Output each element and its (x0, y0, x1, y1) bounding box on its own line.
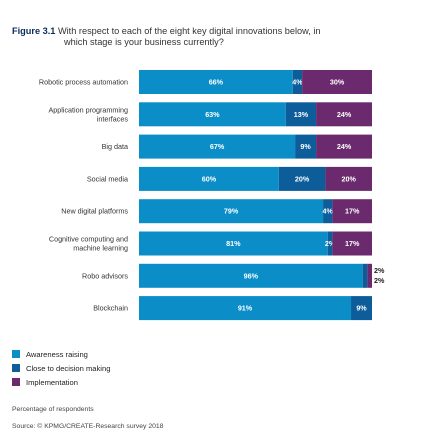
data-label: 66% (209, 78, 224, 87)
bar-segment (285, 102, 317, 127)
figure-label: Figure 3.1 (12, 26, 56, 36)
category-label: Social media (87, 174, 128, 183)
data-label: 81% (226, 239, 241, 248)
data-label: 96% (244, 271, 259, 280)
chart-title: Figure 3.1 With respect to each of the e… (12, 26, 412, 48)
bar-segment (332, 231, 372, 256)
bar-segment (139, 296, 352, 321)
bar-segment (139, 134, 296, 159)
bar-segment (295, 134, 317, 159)
category-label: New digital platforms (61, 207, 128, 216)
bar-segment (278, 166, 326, 191)
respondents-note: Percentage of respondents (12, 406, 94, 413)
data-label: 2% (325, 239, 336, 248)
category-label: Application programming interfaces (48, 105, 128, 123)
data-label: 30% (330, 78, 345, 87)
bar-segment (367, 263, 372, 288)
bar-segment (332, 199, 372, 224)
category-label: Robo advisors (82, 271, 128, 280)
bar-segment (139, 166, 279, 191)
bar-segment (139, 263, 363, 288)
data-label: 9% (300, 142, 311, 151)
bar-segment (316, 102, 372, 127)
question-line-1: With respect to each of the eight key di… (57, 26, 321, 36)
data-label: 9% (356, 304, 367, 313)
bar-segment (302, 70, 372, 94)
bar-segment (139, 231, 328, 256)
data-label: 91% (238, 304, 253, 313)
data-label: 13% (294, 110, 309, 119)
bar-segment (292, 70, 303, 94)
bar-segment (325, 166, 372, 191)
question-line-2: which stage is your business currently? (64, 37, 224, 47)
legend: Awareness raising Close to decision maki… (12, 347, 110, 389)
legend-item-awareness: Awareness raising (12, 347, 110, 361)
bar-segment (362, 263, 368, 288)
data-label: 20% (342, 174, 357, 183)
legend-item-decision: Close to decision making (12, 361, 110, 375)
bar-segment (139, 102, 286, 127)
bar-segment (323, 199, 333, 224)
data-label: 17% (345, 239, 360, 248)
data-label: 17% (345, 207, 360, 216)
bar-segment (351, 296, 372, 321)
bar-segment (316, 134, 372, 159)
category-label: Blockchain (93, 304, 128, 313)
legend-swatch-awareness (12, 350, 20, 358)
data-label: 2% (374, 266, 385, 275)
legend-item-implementation: Implementation (12, 375, 110, 389)
source-note: Source: © KPMG/CREATE-Research survey 20… (12, 423, 164, 430)
category-label: Robotic process automation (39, 78, 128, 87)
legend-swatch-decision (12, 364, 20, 372)
bar-segment (139, 70, 293, 94)
legend-label-decision: Close to decision making (26, 363, 111, 373)
legend-swatch-implementation (12, 378, 20, 386)
legend-label-implementation: Implementation (26, 377, 78, 387)
data-label: 79% (224, 207, 239, 216)
legend-label-awareness: Awareness raising (26, 349, 88, 359)
category-label: Cognitive computing and machine learning (49, 235, 128, 253)
data-label: 24% (337, 110, 352, 119)
data-label: 67% (210, 142, 225, 151)
bar-segment (139, 199, 324, 224)
data-label: 63% (205, 110, 220, 119)
data-label: 4% (292, 78, 303, 87)
data-label: 24% (337, 142, 352, 151)
data-label: 20% (295, 174, 310, 183)
data-label: 4% (323, 207, 334, 216)
category-label: Big data (102, 142, 128, 151)
data-label: 60% (202, 174, 217, 183)
bar-segment (327, 231, 333, 256)
data-label: 2% (374, 276, 385, 285)
